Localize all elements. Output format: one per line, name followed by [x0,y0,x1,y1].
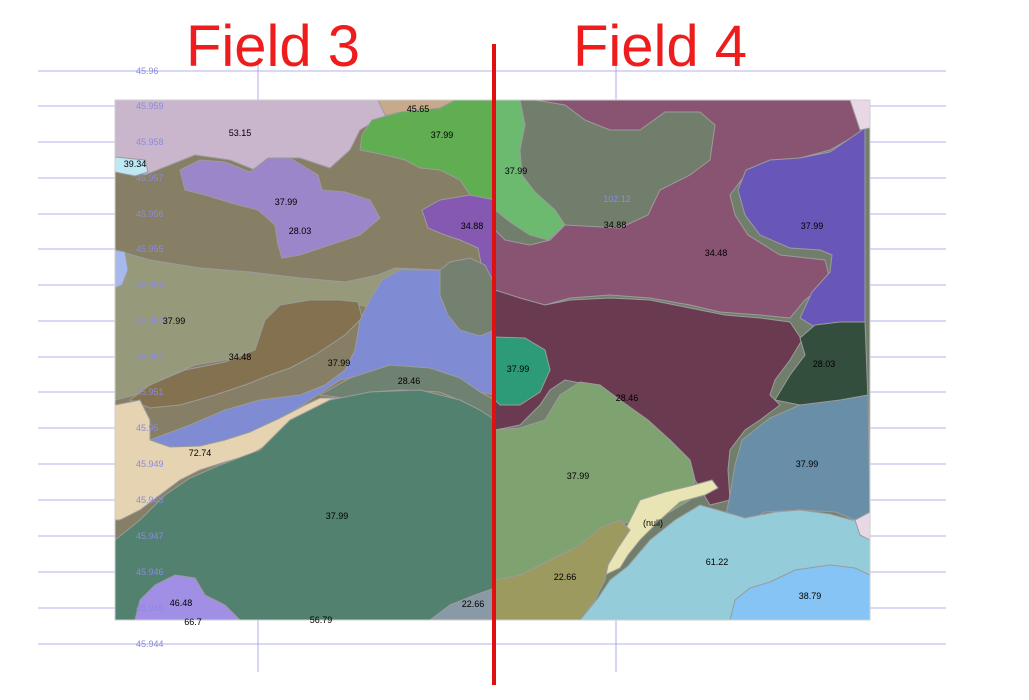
zone-label: 56.79 [310,615,333,625]
grid-label: 45.945 [136,603,164,613]
zone-37-99-purple[interactable] [179,157,381,259]
zone-label: 37.99 [567,471,590,481]
latitude-labels: 45.96 45.959 45.958 45.957 45.956 45.955… [136,66,164,649]
grid-label: 45.944 [136,639,164,649]
zone-label: 37.99 [801,221,824,231]
zone-maroon-lower[interactable] [494,289,803,506]
zone-label: (null) [643,518,663,528]
zone-22-66-left[interactable] [429,587,496,620]
zone-label: 28.03 [813,359,836,369]
grid-label: 45.954 [136,280,164,290]
zone-39-34[interactable] [115,156,149,177]
zone-label: 34.48 [229,352,252,362]
zone-label: 34.88 [461,221,484,231]
zone-label: 34.48 [705,248,728,258]
zone-label: 37.99 [275,197,298,207]
grid-label: 45.949 [136,459,164,469]
zone-label: 22.66 [554,572,577,582]
grid-label: 45.947 [136,531,164,541]
grid-label: 45.946 [136,567,164,577]
zone-labels: 45.65 53.15 39.34 37.99 37.99 28.03 34.8… [124,104,836,627]
zone-label: 22.66 [462,599,485,609]
zone-label: 37.99 [431,130,454,140]
zone-label: 37.99 [163,316,186,326]
zone-label: 72.74 [189,448,212,458]
zone-label: 34.88 [604,220,627,230]
zone-label: 28.46 [398,376,421,386]
zone-38-79[interactable] [729,564,870,620]
zone-label: 37.99 [505,166,528,176]
grid-label: 45.956 [136,209,164,219]
zone-label: 38.79 [799,591,822,601]
zone-polygons [115,100,870,620]
zone-label: 102.12 [603,194,631,204]
zone-pink-corner-top [849,100,870,131]
zone-label: 46.48 [170,598,193,608]
zone-label: 39.34 [124,159,147,169]
zone-pink-corner-bottom [854,511,870,541]
zone-label: 28.46 [616,393,639,403]
grid-label: 45.955 [136,244,164,254]
grid-label: 45.959 [136,101,164,111]
zone-label: 61.22 [706,557,729,567]
grid-label: 45.953 [136,316,164,326]
grid-label: 45.96 [136,66,159,76]
field-4-title: Field 4 [573,14,747,79]
grid-label: 45.948 [136,495,164,505]
grid-label: 45.952 [136,352,164,362]
zone-37-99-teal[interactable] [494,336,551,406]
zone-46-48[interactable] [134,574,241,620]
zone-label: 66.7 [184,617,202,627]
zone-label: 37.99 [326,511,349,521]
grid-label: 45.951 [136,387,164,397]
zone-label: 37.99 [796,459,819,469]
zone-label: 53.15 [229,128,252,138]
field-3-title: Field 3 [186,14,360,79]
zone-label: 37.99 [507,364,530,374]
zone-34-48-left[interactable] [128,299,363,409]
zone-label: 28.03 [289,226,312,236]
zone-37-99-violet[interactable] [737,127,866,331]
grid-label: 45.95 [136,423,159,433]
zone-lightblue-edge [115,249,129,289]
zone-label: 45.65 [407,104,430,114]
zone-37-99-green-right[interactable] [494,100,566,241]
grid-label: 45.957 [136,173,164,183]
grid-label: 45.958 [136,137,164,147]
zone-label: 37.99 [328,358,351,368]
